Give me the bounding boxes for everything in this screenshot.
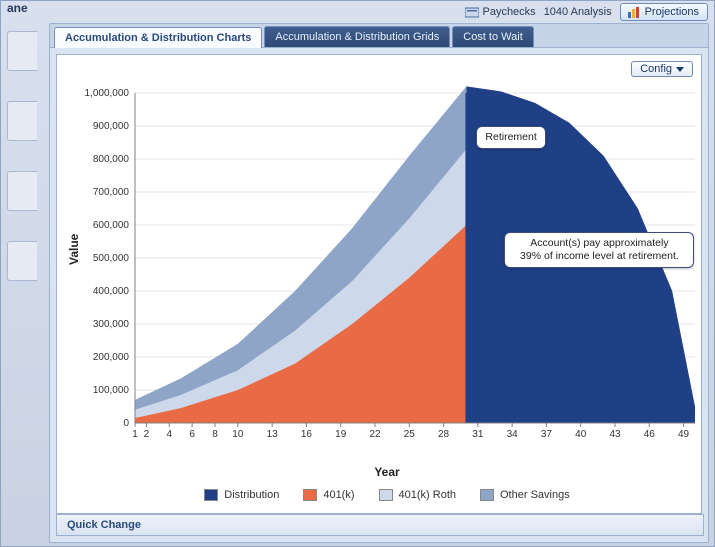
legend-item: Distribution [204,489,279,501]
svg-text:200,000: 200,000 [93,352,130,363]
svg-text:1: 1 [132,429,138,440]
window-title: ane [7,1,28,15]
tab-label: Accumulation & Distribution Grids [275,31,439,43]
svg-text:19: 19 [335,429,347,440]
svg-text:800,000: 800,000 [93,154,130,165]
income-note-line1: Account(s) pay approximately [530,237,668,249]
paychecks-label: Paychecks [482,6,535,18]
analysis-label: 1040 Analysis [544,6,612,18]
quick-change-bar[interactable]: Quick Change [56,514,704,536]
svg-text:700,000: 700,000 [93,187,130,198]
svg-text:900,000: 900,000 [93,121,130,132]
svg-text:25: 25 [404,429,416,440]
income-note-line2: 39% of income level at retirement. [520,250,679,262]
svg-text:1,000,000: 1,000,000 [85,88,130,99]
quick-change-label: Quick Change [67,519,141,531]
rail-stub[interactable] [7,101,37,141]
legend-item: 401(k) Roth [379,489,456,501]
legend-label: 401(k) [323,489,354,501]
tab-label: Accumulation & Distribution Charts [65,32,251,44]
left-rail [7,31,37,511]
svg-text:500,000: 500,000 [93,253,130,264]
tab-cost-to-wait[interactable]: Cost to Wait [452,26,534,47]
y-axis-title: Value [67,234,81,265]
svg-text:4: 4 [167,429,173,440]
chart-svg: 0 100,000 200,000 300,000 400,000 500,000 600,… [71,85,703,465]
svg-text:300,000: 300,000 [93,319,130,330]
tab-accum-charts[interactable]: Accumulation & Distribution Charts [54,27,262,48]
x-axis-title: Year [71,465,703,479]
retirement-callout: Retirement [476,126,545,149]
app-window: ane Paychecks 1040 Analysis Projections … [0,0,715,547]
svg-text:46: 46 [644,429,656,440]
legend-swatch [303,489,317,501]
legend-label: 401(k) Roth [399,489,456,501]
chevron-down-icon [676,67,684,72]
legend-label: Other Savings [500,489,570,501]
analysis-link[interactable]: 1040 Analysis [544,6,612,18]
svg-text:6: 6 [189,429,195,440]
legend: Distribution 401(k) 401(k) Roth Other Savin… [71,489,703,501]
rail-stub[interactable] [7,241,37,281]
config-button[interactable]: Config [631,61,693,77]
projections-button[interactable]: Projections [620,3,708,21]
paychecks-link[interactable]: Paychecks [465,6,535,18]
svg-text:43: 43 [609,429,621,440]
legend-item: Other Savings [480,489,570,501]
legend-item: 401(k) [303,489,354,501]
main-panel: Accumulation & Distribution Charts Accum… [49,23,709,543]
svg-text:31: 31 [472,429,484,440]
income-note-callout: Account(s) pay approximately 39% of inco… [504,232,694,268]
svg-text:8: 8 [212,429,218,440]
legend-swatch [379,489,393,501]
paychecks-icon [465,6,479,18]
svg-text:400,000: 400,000 [93,286,130,297]
legend-swatch [204,489,218,501]
svg-text:2: 2 [144,429,150,440]
chart-area: Value 0100,000200,000300,000400,000500,0… [71,85,703,505]
svg-text:22: 22 [369,429,381,440]
top-toolbar: Paychecks 1040 Analysis Projections [465,3,708,21]
legend-swatch [480,489,494,501]
config-label: Config [640,63,672,75]
svg-text:0: 0 [123,418,129,429]
svg-text:16: 16 [301,429,313,440]
tabs-row: Accumulation & Distribution Charts Accum… [50,24,708,48]
svg-text:37: 37 [541,429,553,440]
bar-chart-icon [627,6,641,18]
svg-text:28: 28 [438,429,450,440]
legend-label: Distribution [224,489,279,501]
svg-text:40: 40 [575,429,587,440]
projections-label: Projections [645,6,699,18]
rail-stub[interactable] [7,31,37,71]
svg-text:49: 49 [678,429,690,440]
svg-text:10: 10 [232,429,244,440]
svg-text:100,000: 100,000 [93,385,130,396]
tab-accum-grids[interactable]: Accumulation & Distribution Grids [264,26,450,47]
chart-card: Config Value 0 100,000 200,000 300,000 400,0… [56,54,702,514]
tab-label: Cost to Wait [463,31,523,43]
svg-text:13: 13 [267,429,279,440]
svg-text:34: 34 [507,429,519,440]
svg-text:600,000: 600,000 [93,220,130,231]
rail-stub[interactable] [7,171,37,211]
retirement-callout-text: Retirement [485,131,536,143]
